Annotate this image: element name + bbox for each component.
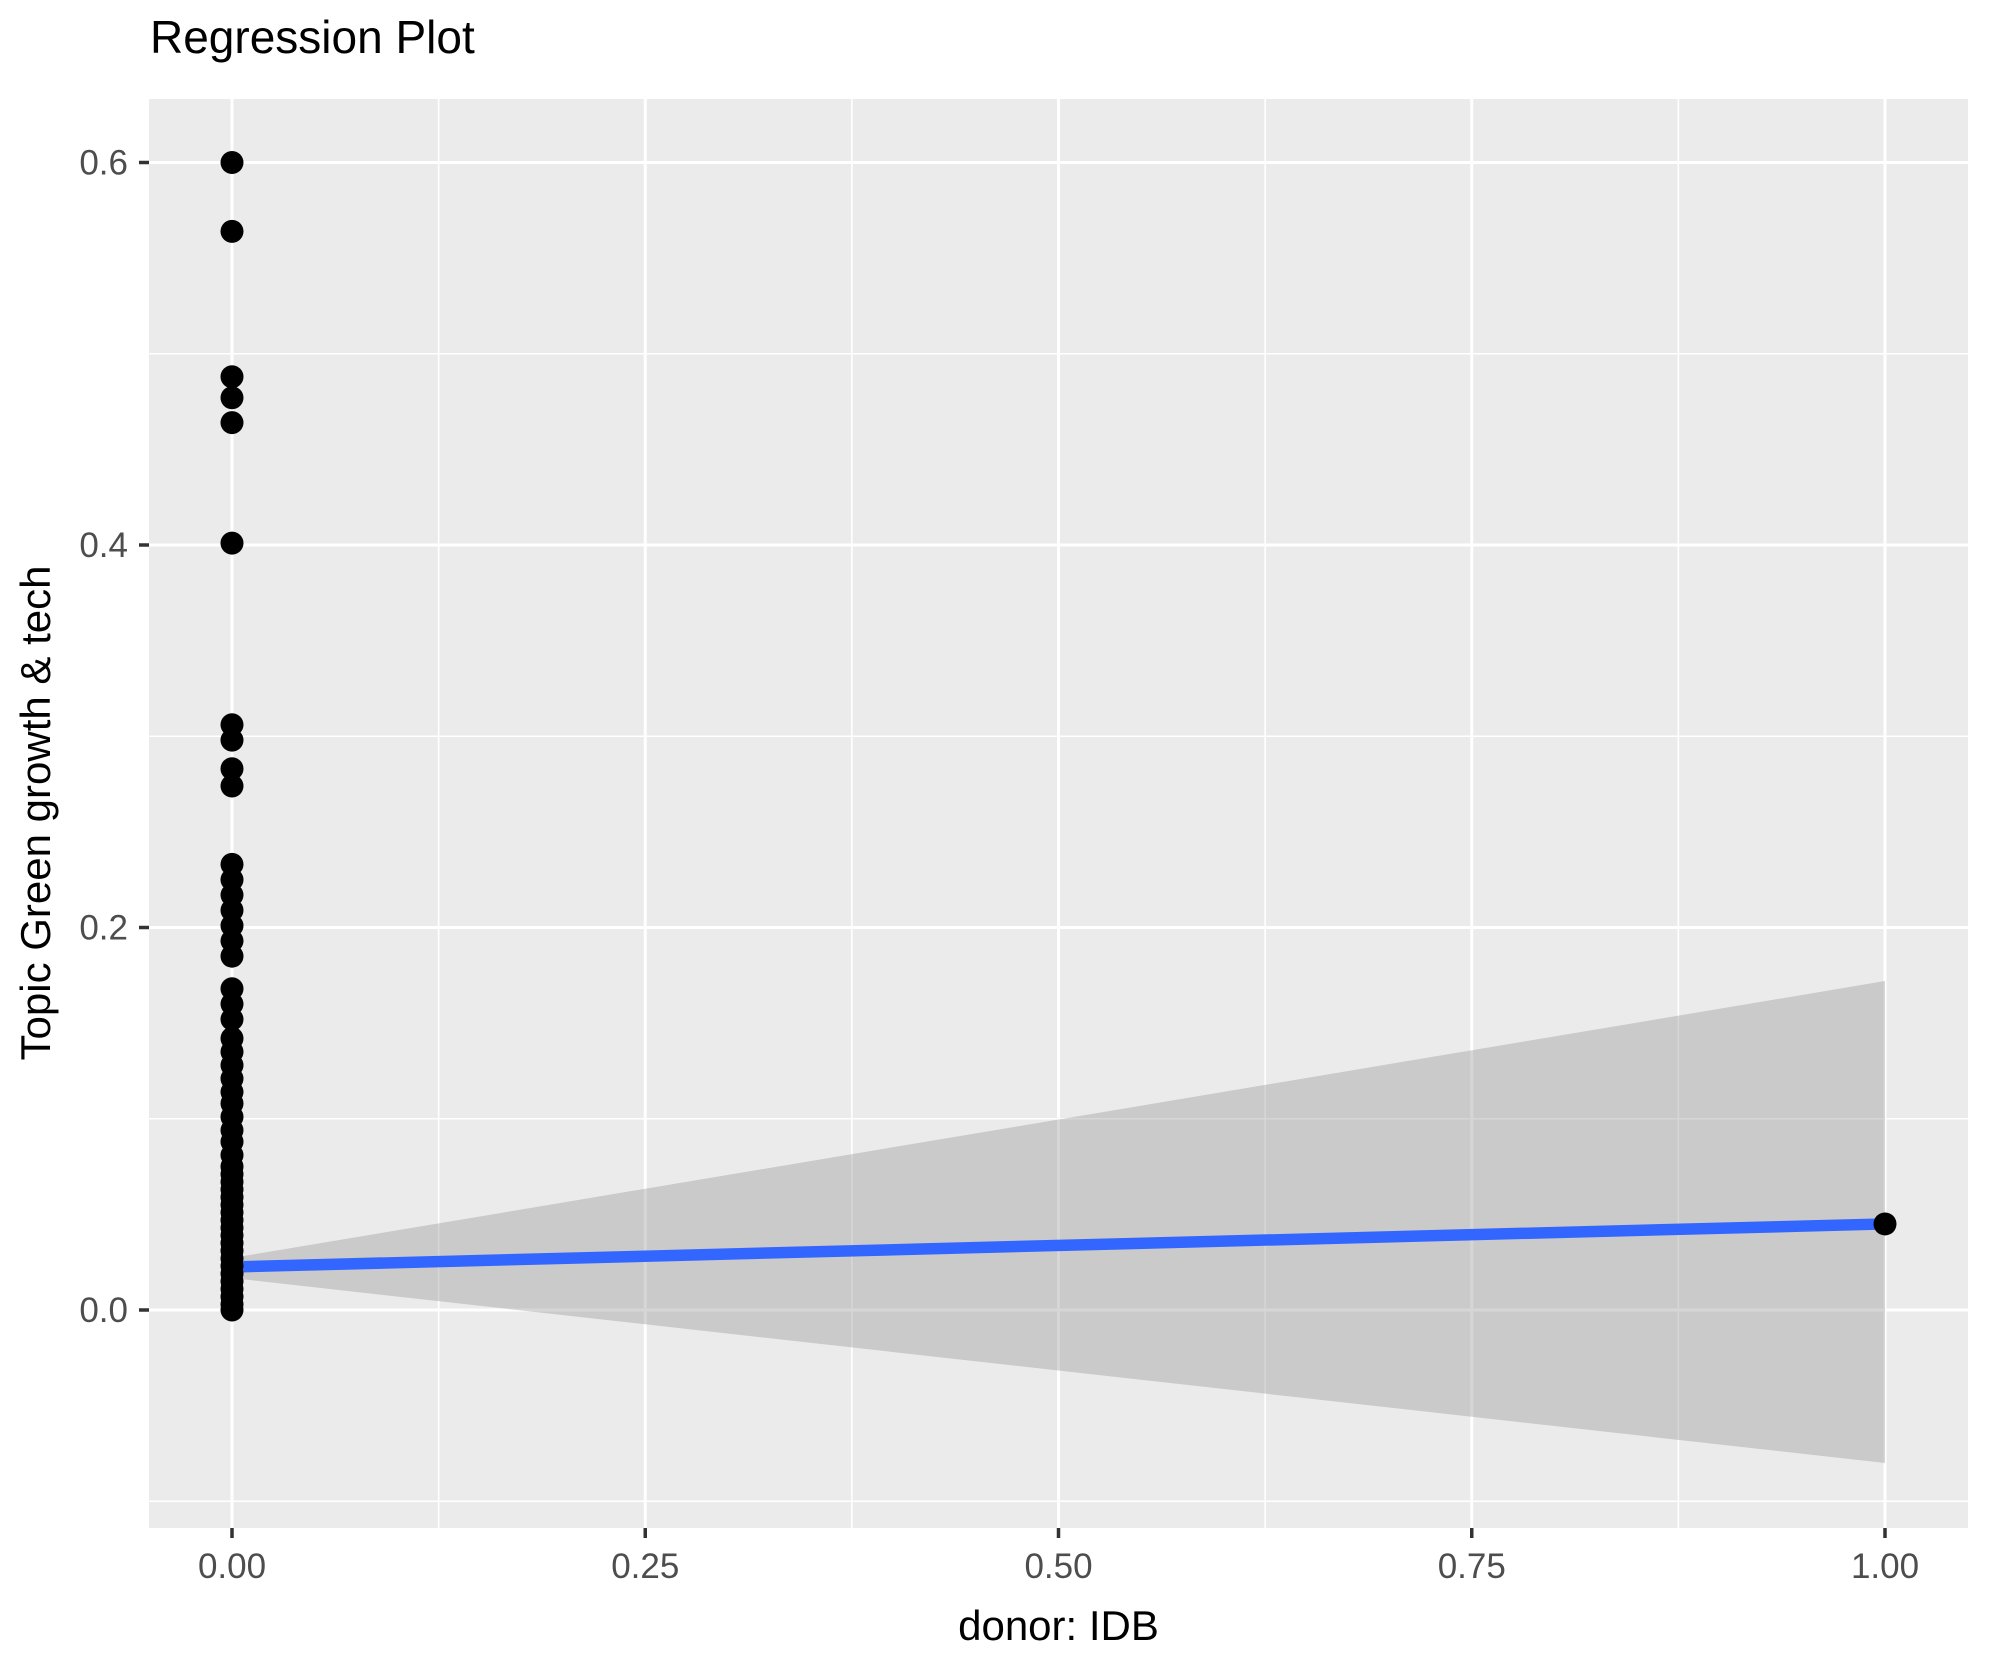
scatter-point (220, 411, 244, 435)
x-tick-label: 0.50 (1024, 1547, 1092, 1586)
scatter-point (220, 774, 244, 798)
y-tick-label: 0.6 (79, 144, 128, 183)
scatter-point (220, 728, 244, 752)
scatter-point (220, 944, 244, 968)
scatter-point (220, 386, 244, 410)
x-tick-label: 0.00 (198, 1547, 266, 1586)
confidence-band (232, 981, 1885, 1463)
y-tick-label: 0.2 (79, 909, 128, 948)
y-tick-label: 0.0 (79, 1291, 128, 1330)
scatter-point (220, 757, 244, 781)
regression-line (231, 1218, 1886, 1273)
y-axis-title: Topic Green growth & tech (12, 565, 59, 1061)
scatter-point (220, 1298, 244, 1322)
scatter-point (220, 151, 244, 174)
scatter-point (220, 365, 244, 389)
x-tick-label: 0.25 (611, 1547, 679, 1586)
x-tick-label: 0.75 (1438, 1547, 1506, 1586)
x-axis-title: donor: IDB (958, 1602, 1159, 1649)
scatter-point (1873, 1212, 1897, 1236)
plot-title: Regression Plot (150, 11, 475, 63)
scatter-point (220, 531, 244, 555)
scatter-point (220, 1007, 244, 1031)
x-tick-label: 1.00 (1851, 1547, 1919, 1586)
scatter-point (220, 219, 244, 243)
y-tick-label: 0.4 (79, 526, 128, 565)
